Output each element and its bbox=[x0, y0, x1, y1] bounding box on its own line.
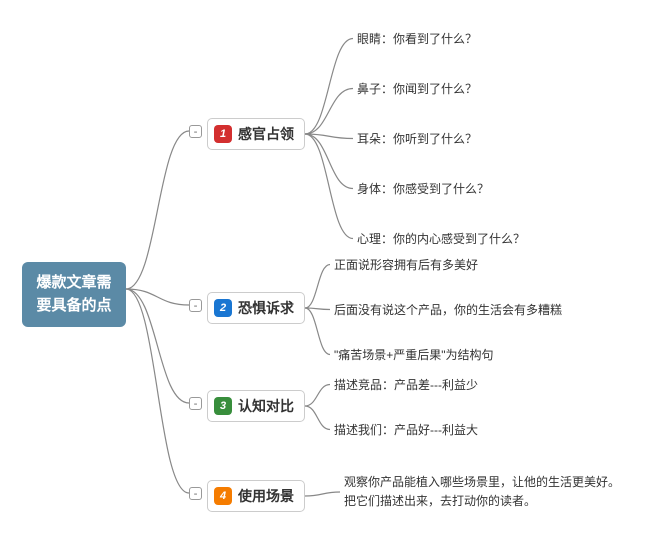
branch-index-badge: 2 bbox=[214, 299, 232, 317]
leaf-node[interactable]: 耳朵：你听到了什么？ bbox=[357, 130, 477, 147]
branch-node-b4[interactable]: 4 使用场景 bbox=[207, 480, 305, 512]
leaf-node[interactable]: 描述我们：产品好---利益大 bbox=[334, 421, 478, 438]
collapse-toggle[interactable]: - bbox=[189, 299, 202, 312]
leaf-node[interactable]: 后面没有说这个产品，你的生活会有多糟糕 bbox=[334, 301, 562, 318]
branch-node-b1[interactable]: 1 感官占领 bbox=[207, 118, 305, 150]
leaf-node[interactable]: 眼睛：你看到了什么？ bbox=[357, 30, 477, 47]
branch-node-b2[interactable]: 2 恐惧诉求 bbox=[207, 292, 305, 324]
leaf-node[interactable]: 鼻子：你闻到了什么？ bbox=[357, 80, 477, 97]
branch-index-badge: 1 bbox=[214, 125, 232, 143]
collapse-toggle[interactable]: - bbox=[189, 487, 202, 500]
leaf-node[interactable]: 身体：你感受到了什么？ bbox=[357, 180, 489, 197]
branch-index-badge: 4 bbox=[214, 487, 232, 505]
branch-node-b3[interactable]: 3 认知对比 bbox=[207, 390, 305, 422]
root-node[interactable]: 爆款文章需要具备的点 bbox=[22, 262, 126, 327]
leaf-node[interactable]: 观察你产品能植入哪些场景里，让他的生活更美好。把它们描述出来，去打动你的读者。 bbox=[344, 473, 654, 511]
collapse-toggle[interactable]: - bbox=[189, 125, 202, 138]
branch-label: 认知对比 bbox=[238, 396, 294, 416]
leaf-node[interactable]: 正面说形容拥有后有多美好 bbox=[334, 256, 478, 273]
collapse-toggle[interactable]: - bbox=[189, 397, 202, 410]
branch-index-badge: 3 bbox=[214, 397, 232, 415]
branch-label: 感官占领 bbox=[238, 124, 294, 144]
leaf-node[interactable]: 心理：你的内心感受到了什么？ bbox=[357, 230, 525, 247]
leaf-node[interactable]: "痛苦场景+严重后果"为结构句 bbox=[334, 346, 494, 363]
leaf-node[interactable]: 描述竞品：产品差---利益少 bbox=[334, 376, 478, 393]
branch-label: 恐惧诉求 bbox=[238, 298, 294, 318]
branch-label: 使用场景 bbox=[238, 486, 294, 506]
